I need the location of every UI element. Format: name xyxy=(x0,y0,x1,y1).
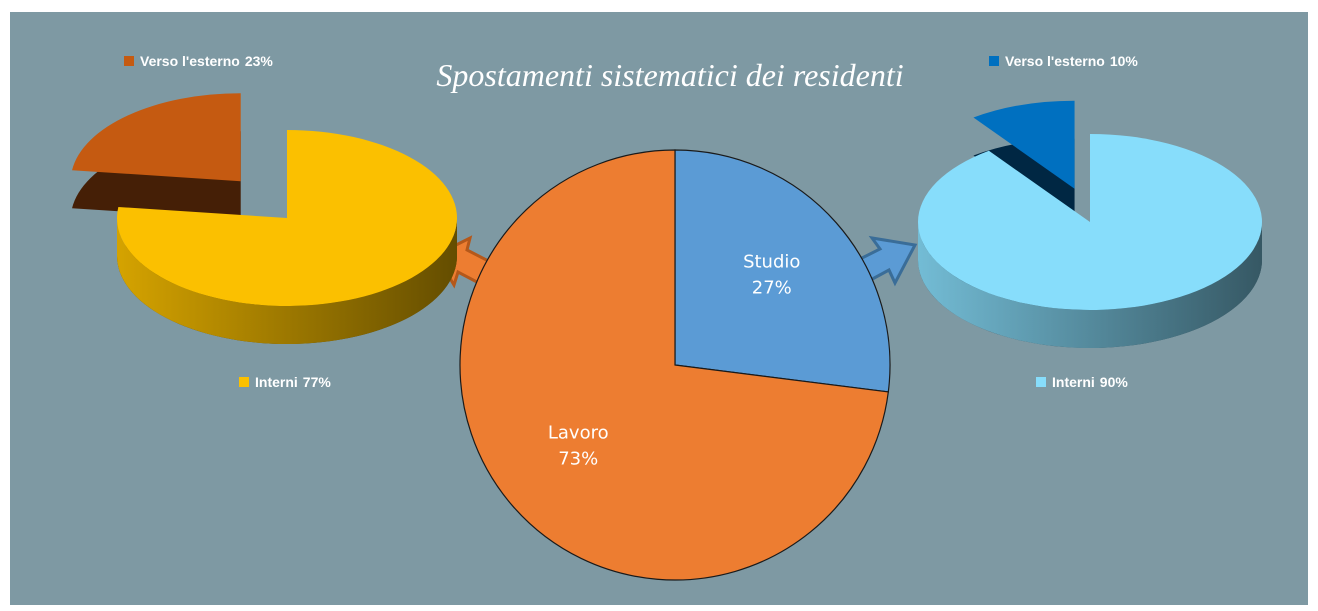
slice-top xyxy=(973,100,1075,189)
legend-label: Interni 90% xyxy=(1052,374,1128,390)
slice-top xyxy=(72,93,241,182)
legend-name: Verso l'esterno xyxy=(140,53,240,69)
pie3d-slice xyxy=(72,93,241,220)
legend-name: Interni xyxy=(1052,374,1095,390)
legend-label: Verso l'esterno 10% xyxy=(1005,53,1138,69)
legend-value: 90% xyxy=(1100,374,1129,390)
legend-name: Verso l'esterno xyxy=(1005,53,1105,69)
legend-swatch xyxy=(239,377,249,387)
slice-top xyxy=(117,130,458,306)
legend-name: Interni xyxy=(255,374,298,390)
pie3d-slice xyxy=(117,130,458,344)
legend-value: 23% xyxy=(245,53,274,69)
pie-slice xyxy=(459,149,889,581)
legend-value: 77% xyxy=(303,374,332,390)
pie3d-slice xyxy=(917,134,1262,348)
slice-side xyxy=(918,222,1262,348)
slice-side xyxy=(117,218,457,344)
legend-label: Interni 77% xyxy=(255,374,331,390)
legend-swatch xyxy=(124,56,134,66)
slice-value: 73% xyxy=(558,448,598,469)
legend-label: Verso l'esterno 23% xyxy=(140,53,273,69)
legend-swatch xyxy=(989,56,999,66)
chart-title: Spostamenti sistematici dei residenti xyxy=(436,57,903,93)
slice-label: Lavoro xyxy=(548,422,609,443)
slice-label: Studio xyxy=(743,252,800,273)
pie-slice xyxy=(674,149,891,393)
legend-value: 10% xyxy=(1110,53,1139,69)
legend-swatch xyxy=(1036,377,1046,387)
slice-value: 27% xyxy=(752,278,792,299)
slice-top xyxy=(917,134,1262,310)
